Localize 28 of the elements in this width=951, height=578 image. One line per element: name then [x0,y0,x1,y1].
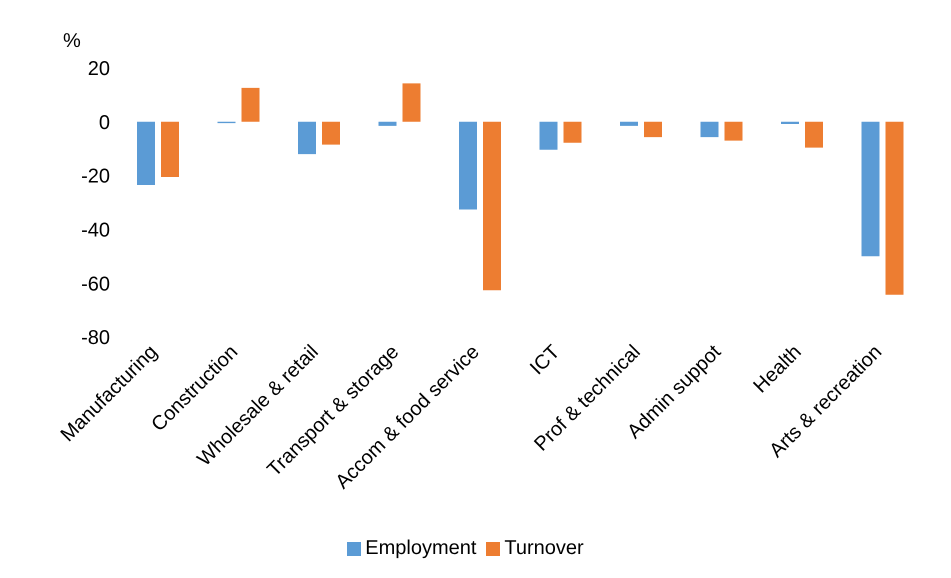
bar [886,122,904,295]
bar [137,122,155,186]
y-tick-label: -20 [81,166,110,188]
bar [700,122,718,138]
x-tick-label: ICT [526,340,564,380]
y-tick-label: 0 [98,112,110,134]
y-tick-label: -40 [81,220,110,242]
bar [483,122,501,290]
bar [862,122,880,256]
bar [298,122,316,154]
bar [644,122,662,138]
bar [805,122,823,148]
bar [322,122,340,145]
bar [620,122,638,126]
bar [161,122,179,177]
bar [459,122,477,210]
legend-label: Turnover [504,537,584,559]
y-axis-title: % [63,30,81,52]
legend-label: Employment [365,537,476,559]
bar [242,88,260,122]
bar [724,122,742,141]
y-tick-label: -60 [81,273,110,296]
y-tick-label: 20 [88,58,110,80]
y-tick-label: -80 [81,327,110,350]
bar [402,83,420,122]
bar [378,122,396,126]
bar [564,122,582,143]
bar [540,122,558,150]
